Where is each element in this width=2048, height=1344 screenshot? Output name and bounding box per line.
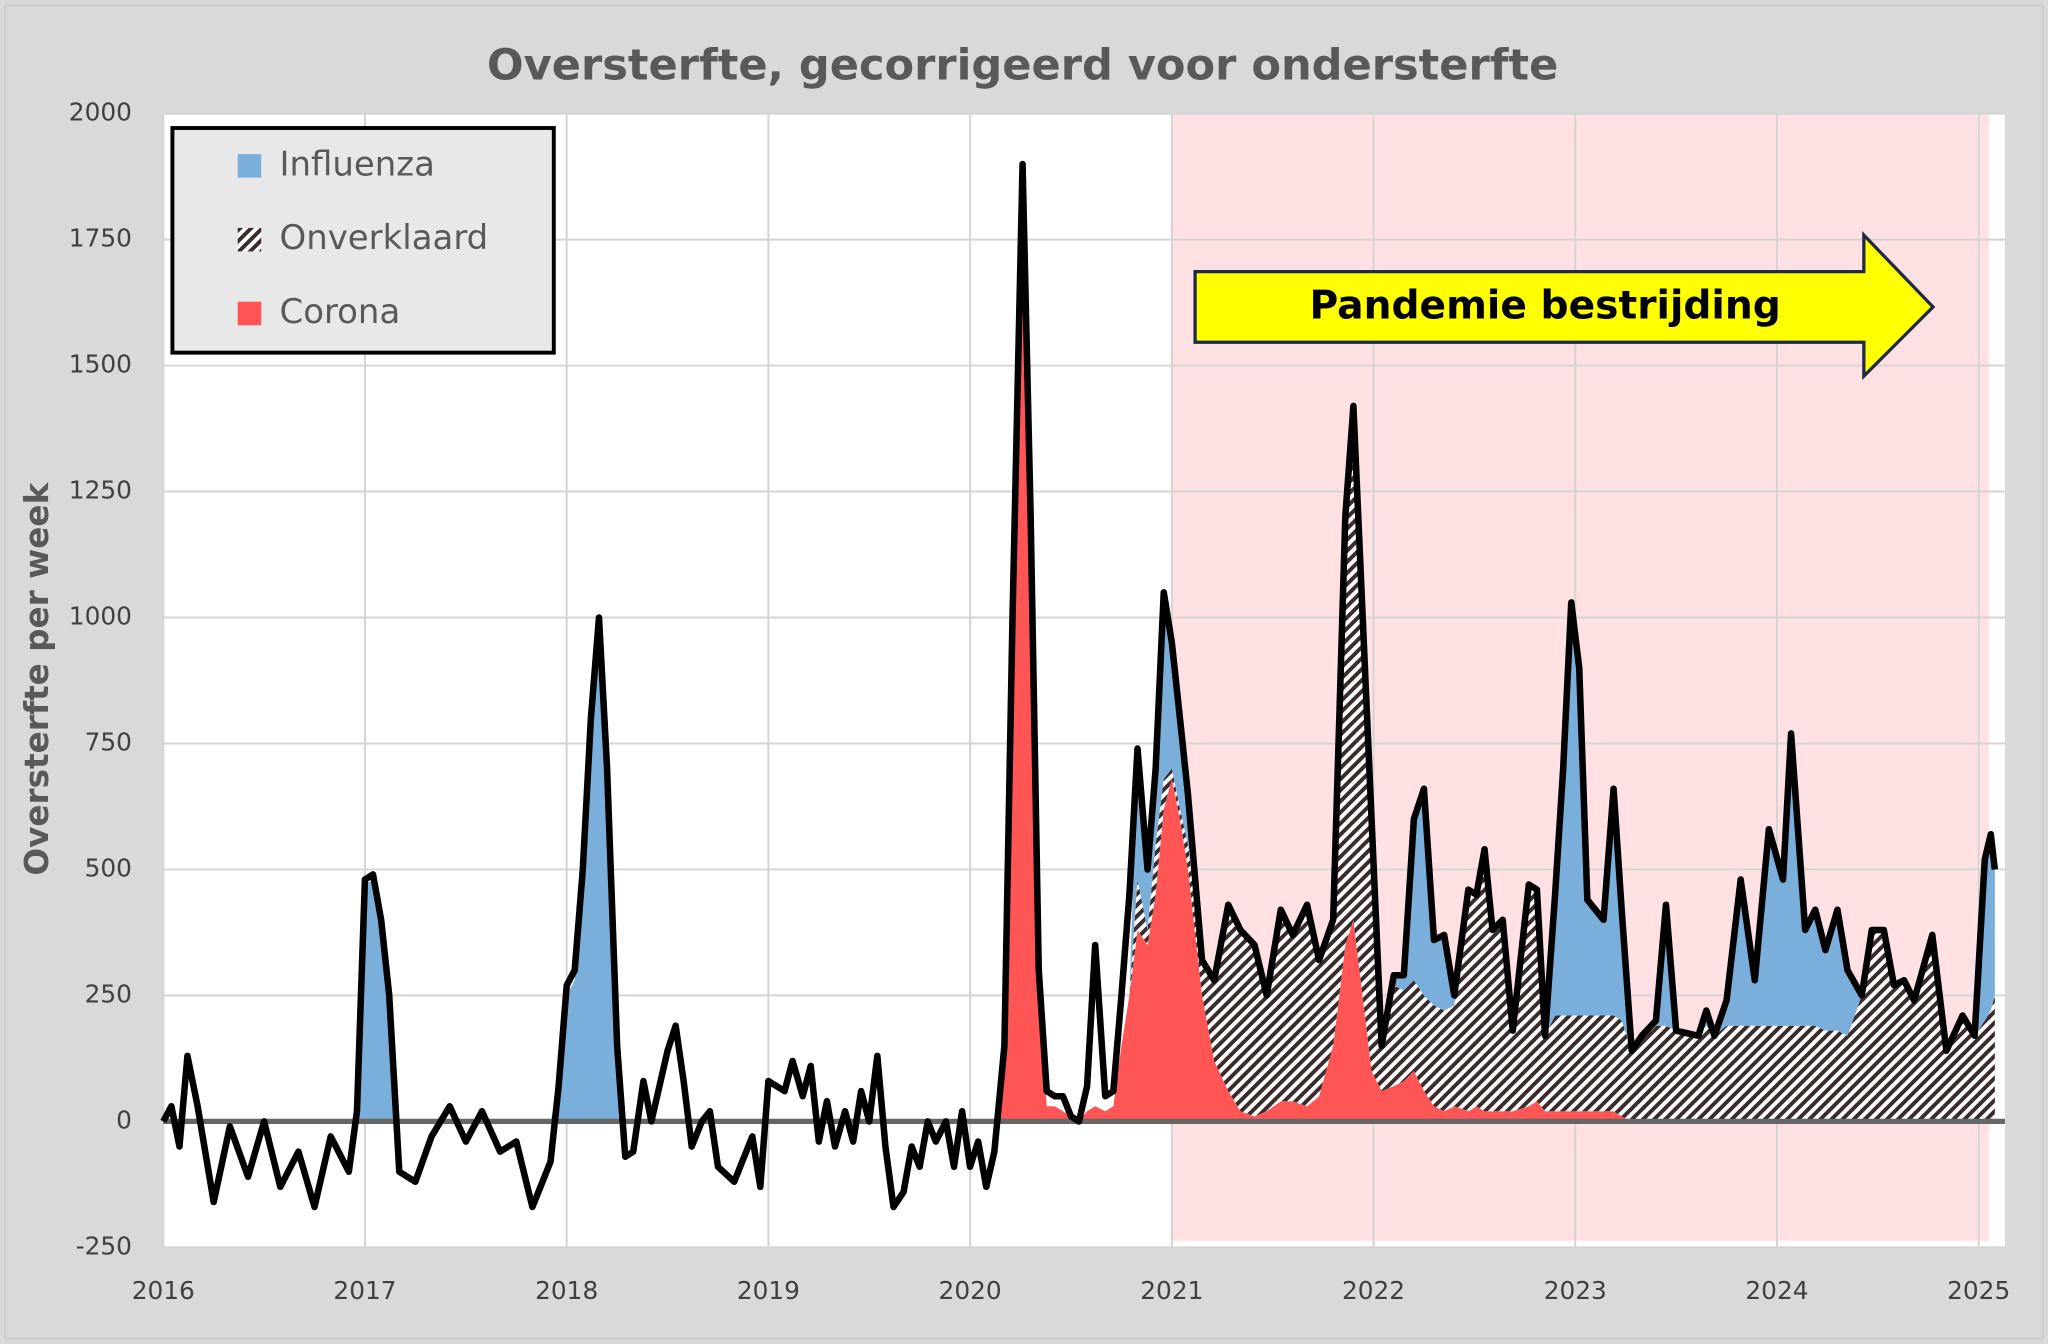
y-tick-label: 1000 bbox=[69, 602, 132, 631]
x-tick-label: 2016 bbox=[132, 1276, 195, 1305]
y-tick-label: 1250 bbox=[69, 476, 132, 505]
x-tick-label: 2020 bbox=[939, 1276, 1002, 1305]
x-tick-label: 2022 bbox=[1342, 1276, 1405, 1305]
y-tick-label: 250 bbox=[85, 979, 132, 1008]
y-tick-label: 0 bbox=[116, 1105, 132, 1134]
y-tick-label: 500 bbox=[85, 853, 132, 882]
x-tick-label: 2024 bbox=[1745, 1276, 1808, 1305]
x-tick-label: 2025 bbox=[1947, 1276, 2010, 1305]
legend-label: Onverklaard bbox=[280, 218, 489, 258]
y-tick-label: 1750 bbox=[69, 224, 132, 253]
x-tick-label: 2017 bbox=[333, 1276, 396, 1305]
annotation-arrow bbox=[1193, 231, 1936, 381]
annotation-text: Pandemie bestrijding bbox=[1310, 284, 1781, 329]
legend-swatch bbox=[237, 301, 262, 326]
legend-box bbox=[170, 126, 556, 355]
y-axis-label: Oversterfte per week bbox=[18, 481, 56, 875]
x-tick-label: 2021 bbox=[1140, 1276, 1203, 1305]
legend-swatch bbox=[237, 227, 262, 252]
legend-swatch bbox=[237, 154, 262, 178]
y-tick-label: -250 bbox=[76, 1231, 132, 1260]
y-tick-label: 750 bbox=[85, 727, 132, 756]
x-tick-label: 2019 bbox=[737, 1276, 800, 1305]
y-tick-label: 1500 bbox=[69, 350, 132, 379]
x-tick-label: 2018 bbox=[535, 1276, 598, 1305]
y-tick-label: 2000 bbox=[69, 98, 132, 127]
total-line bbox=[160, 160, 1999, 1211]
legend-label: Corona bbox=[280, 292, 401, 332]
chart-title: Oversterfte, gecorrigeerd voor onderster… bbox=[487, 40, 1558, 90]
x-tick-label: 2023 bbox=[1544, 1276, 1607, 1305]
legend-label: Influenza bbox=[280, 144, 435, 184]
